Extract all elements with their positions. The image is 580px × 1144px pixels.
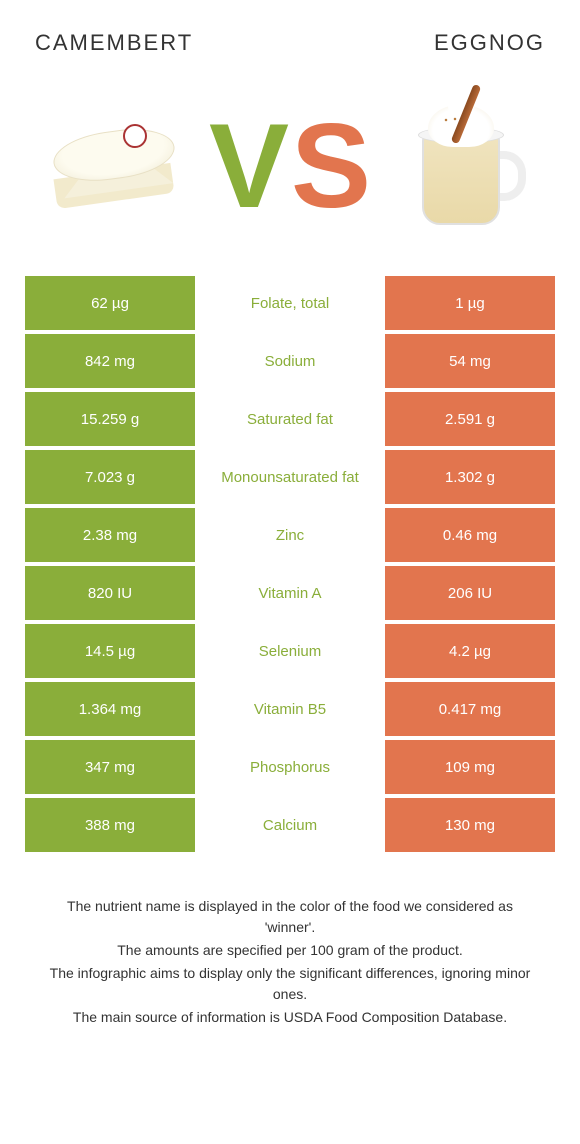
right-food-image — [385, 86, 545, 246]
table-row: 62 µgFolate, total1 µg — [25, 276, 555, 330]
vs-v-letter: V — [209, 106, 289, 226]
footnote-line: The infographic aims to display only the… — [45, 963, 535, 1005]
table-row: 14.5 µgSelenium4.2 µg — [25, 624, 555, 678]
vs-s-letter: S — [291, 106, 371, 226]
nutrient-label-cell: Zinc — [195, 508, 385, 562]
right-value-cell: 2.591 g — [385, 392, 555, 446]
table-row: 820 IUVitamin A206 IU — [25, 566, 555, 620]
vs-label: V S — [209, 106, 371, 226]
nutrient-label-cell: Sodium — [195, 334, 385, 388]
nutrient-label-cell: Folate, total — [195, 276, 385, 330]
table-row: 15.259 gSaturated fat2.591 g — [25, 392, 555, 446]
left-value-cell: 62 µg — [25, 276, 195, 330]
title-row: CAMEMBERT EGGNOG — [25, 30, 555, 76]
nutrient-label-cell: Vitamin A — [195, 566, 385, 620]
right-value-cell: 4.2 µg — [385, 624, 555, 678]
table-row: 7.023 gMonounsaturated fat1.302 g — [25, 450, 555, 504]
left-value-cell: 15.259 g — [25, 392, 195, 446]
left-value-cell: 347 mg — [25, 740, 195, 794]
right-value-cell: 1.302 g — [385, 450, 555, 504]
right-value-cell: 0.46 mg — [385, 508, 555, 562]
right-value-cell: 130 mg — [385, 798, 555, 852]
right-value-cell: 54 mg — [385, 334, 555, 388]
nutrient-label-cell: Selenium — [195, 624, 385, 678]
right-value-cell: 109 mg — [385, 740, 555, 794]
right-food-title: EGGNOG — [434, 30, 545, 56]
nutrient-label-cell: Saturated fat — [195, 392, 385, 446]
table-row: 388 mgCalcium130 mg — [25, 798, 555, 852]
footnotes: The nutrient name is displayed in the co… — [25, 856, 555, 1028]
left-food-title: CAMEMBERT — [35, 30, 193, 56]
left-food-image — [35, 86, 195, 246]
right-value-cell: 0.417 mg — [385, 682, 555, 736]
left-value-cell: 14.5 µg — [25, 624, 195, 678]
comparison-table: 62 µgFolate, total1 µg842 mgSodium54 mg1… — [25, 276, 555, 852]
nutrient-label-cell: Monounsaturated fat — [195, 450, 385, 504]
table-row: 347 mgPhosphorus109 mg — [25, 740, 555, 794]
nutrient-label-cell: Phosphorus — [195, 740, 385, 794]
table-row: 1.364 mgVitamin B50.417 mg — [25, 682, 555, 736]
hero-row: V S — [25, 76, 555, 276]
table-row: 842 mgSodium54 mg — [25, 334, 555, 388]
nutrient-label-cell: Vitamin B5 — [195, 682, 385, 736]
right-value-cell: 206 IU — [385, 566, 555, 620]
left-value-cell: 820 IU — [25, 566, 195, 620]
left-value-cell: 388 mg — [25, 798, 195, 852]
left-value-cell: 842 mg — [25, 334, 195, 388]
footnote-line: The nutrient name is displayed in the co… — [45, 896, 535, 938]
eggnog-icon — [400, 91, 530, 241]
left-value-cell: 1.364 mg — [25, 682, 195, 736]
footnote-line: The main source of information is USDA F… — [45, 1007, 535, 1028]
left-value-cell: 2.38 mg — [25, 508, 195, 562]
table-row: 2.38 mgZinc0.46 mg — [25, 508, 555, 562]
nutrient-label-cell: Calcium — [195, 798, 385, 852]
left-value-cell: 7.023 g — [25, 450, 195, 504]
right-value-cell: 1 µg — [385, 276, 555, 330]
camembert-icon — [45, 116, 185, 216]
footnote-line: The amounts are specified per 100 gram o… — [45, 940, 535, 961]
